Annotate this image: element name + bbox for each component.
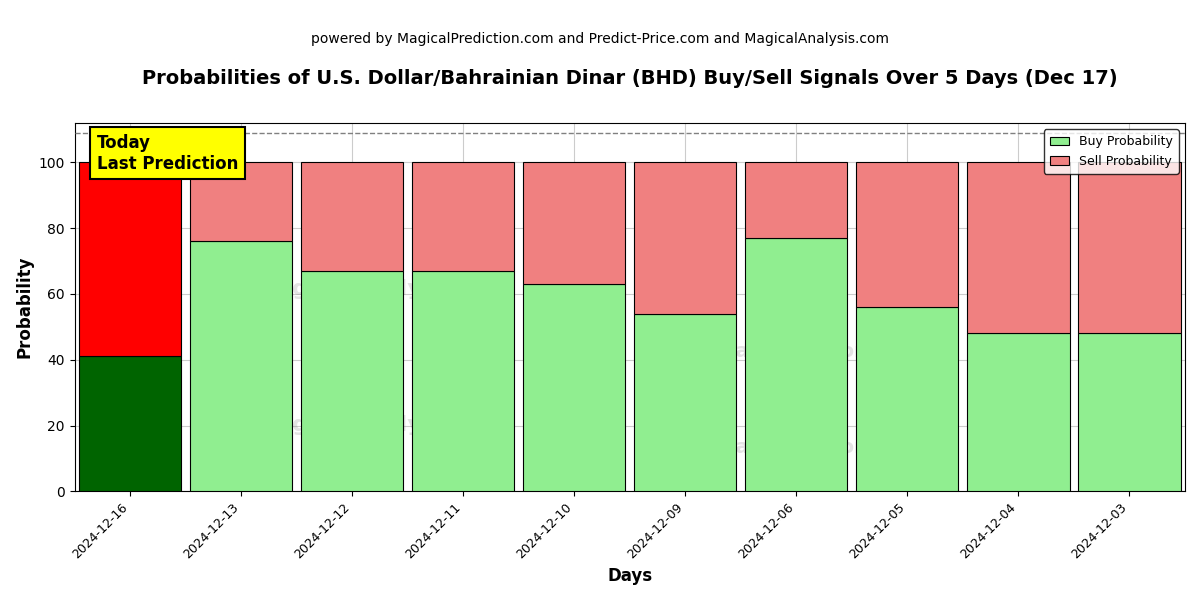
Bar [190,163,293,241]
Bar [79,356,181,491]
Bar [412,271,515,491]
Title: Probabilities of U.S. Dollar/Bahrainian Dinar (BHD) Buy/Sell Signals Over 5 Days: Probabilities of U.S. Dollar/Bahrainian … [142,69,1117,88]
Text: MagicalPrediction.com: MagicalPrediction.com [672,342,922,361]
Legend: Buy Probability, Sell Probability: Buy Probability, Sell Probability [1044,129,1178,174]
Bar [301,163,403,271]
Y-axis label: Probability: Probability [16,256,34,358]
Bar [635,163,737,314]
Bar [1079,334,1181,491]
Bar [523,163,625,284]
Bar [301,271,403,491]
Bar [635,314,737,491]
Bar [79,163,181,356]
Bar [967,334,1069,491]
Bar [190,241,293,491]
Bar [967,163,1069,334]
Text: Today
Last Prediction: Today Last Prediction [97,134,239,173]
Bar [857,307,959,491]
Bar [412,163,515,271]
Text: MagicalAnalysis.com: MagicalAnalysis.com [254,415,516,435]
X-axis label: Days: Days [607,567,653,585]
Text: MagicalPrediction.com: MagicalPrediction.com [672,437,922,457]
Text: MagicalAnalysis.com: MagicalAnalysis.com [254,278,516,299]
Bar [745,238,847,491]
Text: powered by MagicalPrediction.com and Predict-Price.com and MagicalAnalysis.com: powered by MagicalPrediction.com and Pre… [311,32,889,46]
Bar [523,284,625,491]
Bar [857,163,959,307]
Bar [745,163,847,238]
Bar [1079,163,1181,334]
